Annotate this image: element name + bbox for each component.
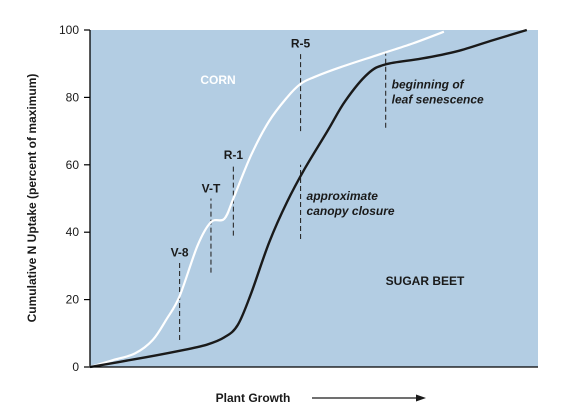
y-tick-label: 80 xyxy=(66,90,80,104)
y-tick-label: 100 xyxy=(59,23,79,37)
event-marker-label: leaf senescence xyxy=(392,93,484,107)
series-line-corn xyxy=(89,30,445,369)
series-line-sugar-beet xyxy=(89,28,528,369)
y-tick-label: 40 xyxy=(66,225,80,239)
event-marker-label: beginning of xyxy=(392,78,465,92)
x-axis-arrow xyxy=(312,394,426,402)
stage-marker-label: V-8 xyxy=(171,246,189,260)
plot-area xyxy=(90,30,538,367)
series-label-corn: CORN xyxy=(200,73,235,87)
growth-stage-markers: V-8 V-T R-1 R-5 xyxy=(171,37,311,341)
stage-marker-label: R-1 xyxy=(224,148,244,162)
stage-marker-label: V-T xyxy=(202,182,221,196)
y-tick-label: 0 xyxy=(72,360,79,374)
series-lines xyxy=(89,28,538,369)
y-axis-title: Cumulative N Uptake (percent of maximum) xyxy=(25,74,39,323)
event-marker-label: approximate xyxy=(307,189,379,203)
y-tick-label: 20 xyxy=(66,293,80,307)
x-axis-title: Plant Growth xyxy=(216,391,291,405)
y-axis-ticks: 0 20 40 60 80 100 xyxy=(59,23,90,374)
y-tick-label: 60 xyxy=(66,158,80,172)
stage-marker-label: R-5 xyxy=(291,37,311,51)
event-marker-label: canopy closure xyxy=(307,204,395,218)
series-label-sugar-beet: SUGAR BEET xyxy=(386,274,465,288)
